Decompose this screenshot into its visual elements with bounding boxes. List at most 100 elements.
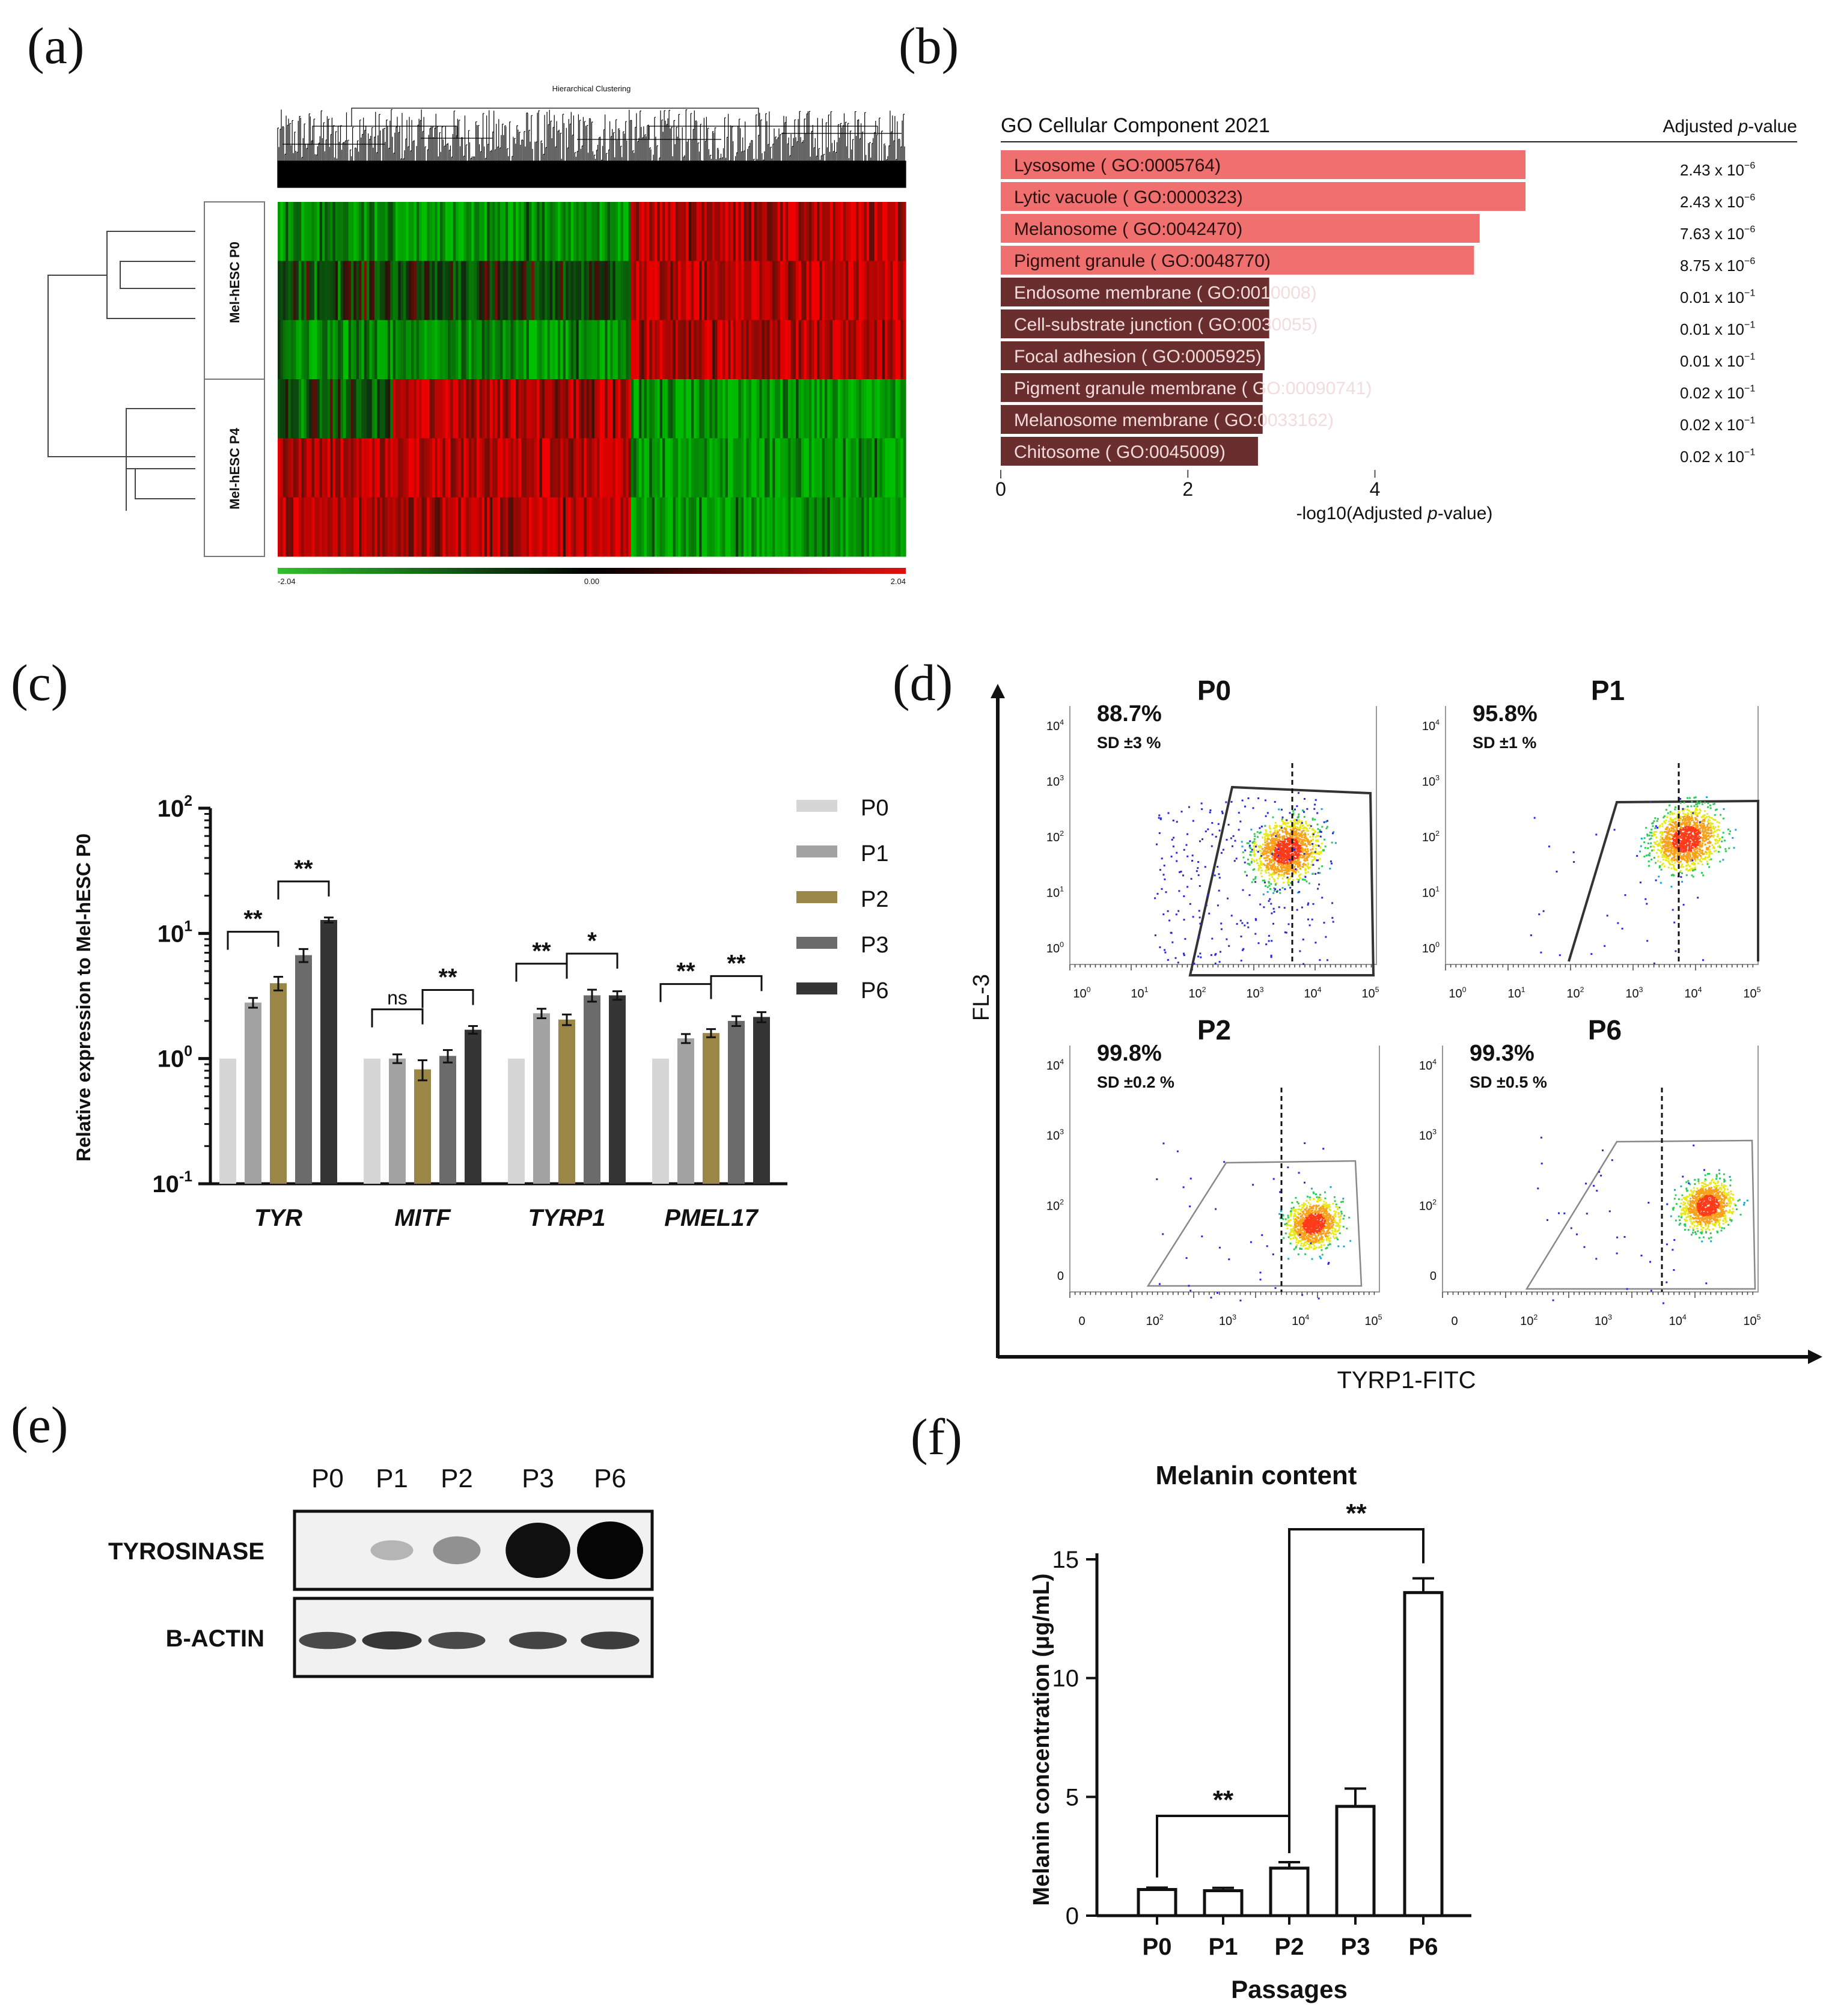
heatmap-cell: [456, 320, 459, 380]
heatmap-cell: [435, 379, 438, 439]
flow-event: [1679, 850, 1681, 852]
heatmap-cell: [468, 379, 472, 439]
heatmap-cell: [722, 497, 726, 557]
heatmap-cell: [471, 379, 475, 439]
heatmap-cell: [738, 497, 742, 557]
heatmap-cell: [466, 379, 469, 439]
flow-event-sparse: [1540, 951, 1542, 954]
heatmap-cell: [688, 320, 692, 380]
heatmap-cell: [885, 497, 888, 557]
heatmap-cell: [670, 497, 674, 557]
heatmap-cell: [450, 379, 454, 439]
heatmap-cell: [877, 261, 881, 321]
flow-event: [1658, 866, 1661, 869]
heatmap-cell: [638, 320, 642, 380]
heatmap-cell: [330, 261, 334, 321]
flow-event: [1653, 820, 1655, 823]
heatmap-cell: [701, 320, 705, 380]
flow-event: [1311, 817, 1314, 820]
heatmap-cell: [670, 261, 674, 321]
flow-event: [1264, 850, 1266, 853]
flow-event: [1262, 850, 1265, 852]
flow-event: [1258, 846, 1260, 848]
heatmap-cell: [709, 497, 713, 557]
flow-event: [1693, 849, 1696, 851]
heatmap-cell: [796, 497, 799, 557]
heatmap-cell: [657, 379, 661, 439]
heatmap-cell: [317, 320, 320, 380]
heatmap-cell: [576, 202, 579, 261]
flow-event: [1677, 820, 1679, 822]
heatmap-cell: [424, 202, 427, 261]
heatmap-cell: [806, 497, 810, 557]
flow-event: [1682, 827, 1685, 830]
flow-event: [1267, 844, 1269, 846]
heatmap-cell: [845, 202, 849, 261]
heatmap-cell: [725, 379, 728, 439]
expression-bar: [728, 1020, 745, 1184]
flow-event: [1282, 854, 1284, 856]
heatmap-cell: [296, 379, 299, 439]
heatmap-cell: [691, 261, 694, 321]
expression-bar: [677, 1038, 694, 1184]
flow-event: [1293, 819, 1295, 821]
flow-event: [1292, 1229, 1294, 1232]
flow-event: [1324, 845, 1327, 848]
flow-event: [1666, 849, 1669, 851]
heatmap-cell: [659, 202, 663, 261]
heatmap-cell: [825, 379, 828, 439]
flow-event: [1704, 810, 1706, 812]
flow-event-sparse: [1649, 801, 1652, 803]
heatmap-cell: [484, 202, 487, 261]
flow-event: [1700, 826, 1703, 829]
flow-event: [1275, 855, 1277, 857]
flow-event: [1296, 842, 1299, 845]
flow-event: [1690, 860, 1692, 862]
heatmap-cell: [798, 261, 802, 321]
flow-event: [1684, 815, 1686, 818]
flow-event-sparse: [1204, 866, 1206, 868]
flow-event: [1301, 839, 1303, 841]
flow-event: [1680, 850, 1682, 853]
heatmap-cell: [479, 261, 483, 321]
flow-event: [1260, 869, 1262, 872]
flow-event: [1676, 829, 1678, 831]
heatmap-cell: [411, 438, 415, 498]
heatmap-cell: [406, 379, 409, 439]
flow-event: [1659, 832, 1661, 834]
flow-event: [1696, 818, 1698, 820]
flow-event: [1296, 865, 1299, 867]
flow-event: [1286, 842, 1288, 845]
heatmap-cell: [563, 202, 566, 261]
category-label: TYRP1: [528, 1205, 606, 1231]
heatmap-cell: [655, 438, 658, 498]
heatmap-cell: [348, 320, 352, 380]
flow-event: [1673, 874, 1675, 877]
heatmap-cell: [549, 497, 553, 557]
flow-event: [1272, 878, 1275, 880]
heatmap-cell: [740, 438, 744, 498]
heatmap-cell: [804, 261, 807, 321]
flow-event: [1269, 849, 1272, 851]
flow-event-sparse: [1263, 882, 1266, 884]
flow-event: [1259, 832, 1261, 834]
heatmap-cell: [634, 261, 637, 321]
flow-event: [1679, 847, 1682, 850]
heatmap-cell: [531, 202, 535, 261]
flow-event-sparse: [1159, 818, 1162, 820]
heatmap-cell: [607, 438, 611, 498]
flow-event-sparse: [1302, 939, 1304, 940]
flow-event: [1287, 882, 1289, 885]
flow-event: [1693, 853, 1696, 856]
flow-event: [1662, 845, 1664, 847]
flow-event: [1287, 839, 1289, 841]
flow-event-sparse: [1284, 888, 1286, 891]
heatmap-cell: [874, 320, 878, 380]
flow-event-sparse: [1212, 871, 1215, 874]
flow-event: [1673, 854, 1676, 857]
flow-event: [1673, 812, 1675, 815]
flow-event: [1290, 876, 1292, 878]
flow-event: [1260, 861, 1262, 863]
flow-event: [1682, 839, 1684, 841]
flow-event-sparse: [1218, 877, 1221, 879]
